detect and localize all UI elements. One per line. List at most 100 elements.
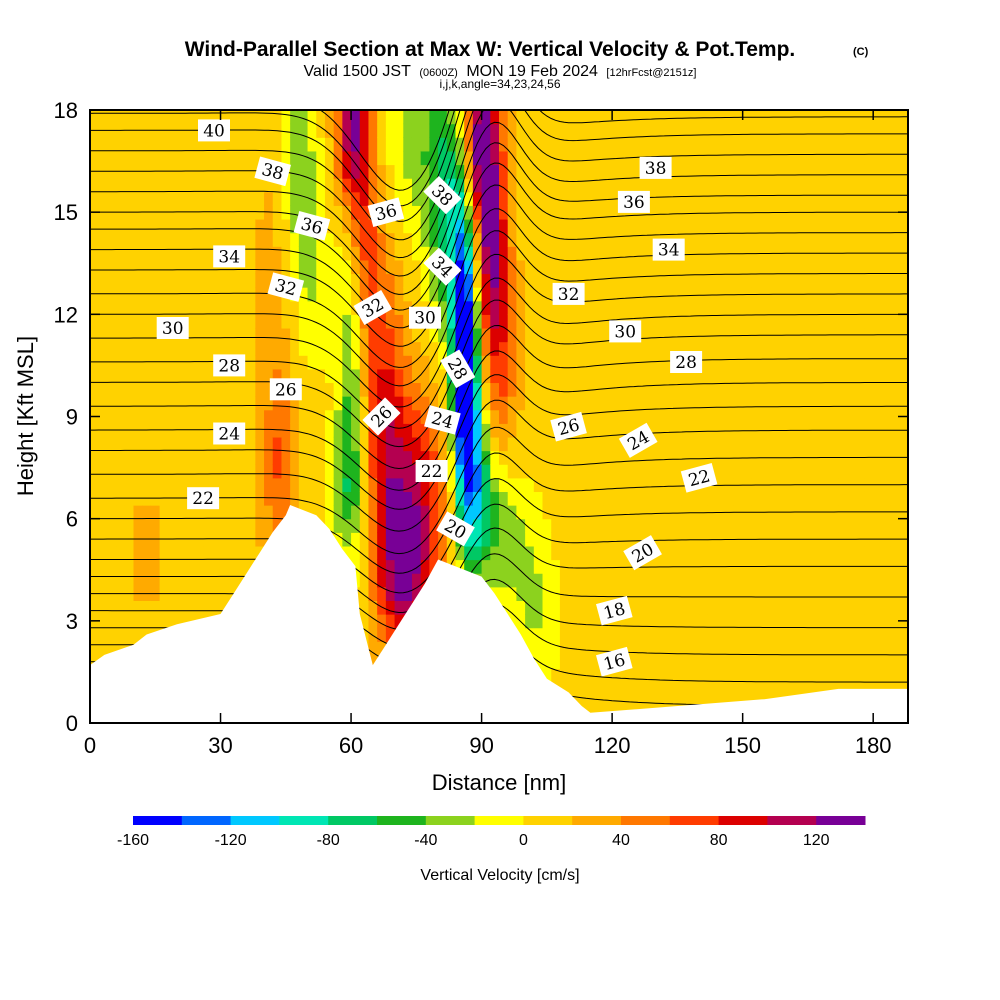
velocity-cell xyxy=(646,178,657,193)
velocity-cell xyxy=(742,178,752,193)
velocity-cell xyxy=(803,273,813,288)
velocity-cell xyxy=(316,205,326,220)
velocity-cell xyxy=(499,300,509,315)
velocity-cell xyxy=(455,178,465,193)
velocity-cell xyxy=(873,355,883,370)
velocity-cell xyxy=(368,532,378,547)
velocity-cell xyxy=(751,341,761,356)
velocity-cell xyxy=(681,178,692,193)
velocity-cell xyxy=(211,573,222,588)
velocity-cell xyxy=(472,505,483,520)
velocity-cell xyxy=(829,586,839,601)
velocity-cell xyxy=(777,600,787,615)
velocity-cell xyxy=(246,477,256,493)
velocity-cell xyxy=(394,246,404,261)
velocity-cell xyxy=(716,614,726,629)
velocity-cell xyxy=(264,191,274,206)
velocity-cell xyxy=(455,300,465,315)
velocity-cell xyxy=(812,191,822,206)
velocity-cell xyxy=(481,150,491,166)
velocity-cell xyxy=(351,110,361,125)
velocity-cell xyxy=(394,464,404,479)
velocity-cell xyxy=(133,246,143,261)
velocity-cell xyxy=(351,423,361,438)
velocity-cell xyxy=(803,368,813,384)
velocity-cell xyxy=(507,164,517,179)
velocity-cell xyxy=(368,273,378,288)
velocity-cell xyxy=(237,314,248,329)
velocity-cell xyxy=(203,382,213,397)
velocity-cell xyxy=(255,205,265,220)
velocity-cell xyxy=(411,218,422,234)
velocity-cell xyxy=(803,627,813,642)
velocity-cell xyxy=(429,436,439,452)
velocity-cell xyxy=(499,110,509,125)
velocity-cell xyxy=(499,178,509,193)
velocity-cell xyxy=(159,259,169,275)
velocity-cell xyxy=(881,382,892,397)
velocity-cell xyxy=(307,137,317,152)
contour-label-text: 34 xyxy=(218,247,240,267)
velocity-cell xyxy=(107,545,117,561)
velocity-cell xyxy=(481,205,491,220)
velocity-cell xyxy=(394,164,404,179)
velocity-cell xyxy=(586,573,596,588)
velocity-cell xyxy=(751,123,761,138)
velocity-cell xyxy=(594,668,605,683)
velocity-cell xyxy=(673,532,683,547)
velocity-cell xyxy=(507,327,517,343)
velocity-cell xyxy=(829,682,839,697)
velocity-cell xyxy=(568,246,578,261)
velocity-cell xyxy=(324,396,335,411)
velocity-cell xyxy=(394,150,404,166)
velocity-cell xyxy=(237,505,248,520)
velocity-cell xyxy=(673,436,683,452)
velocity-cell xyxy=(272,396,283,411)
velocity-cell xyxy=(577,178,587,193)
velocity-cell xyxy=(812,464,822,479)
velocity-cell xyxy=(559,232,570,247)
velocity-cell xyxy=(359,259,370,275)
velocity-cell xyxy=(333,341,343,356)
velocity-cell xyxy=(351,559,361,574)
velocity-cell xyxy=(203,300,213,315)
velocity-cell xyxy=(612,641,622,656)
velocity-cell xyxy=(472,436,483,452)
velocity-cell xyxy=(307,191,317,206)
velocity-cell xyxy=(533,287,544,302)
velocity-cell xyxy=(638,586,648,601)
velocity-cell xyxy=(525,477,535,493)
velocity-cell xyxy=(707,654,718,670)
velocity-cell xyxy=(246,314,256,329)
velocity-cell xyxy=(733,586,744,601)
velocity-cell xyxy=(168,409,178,424)
velocity-cell xyxy=(411,341,422,356)
velocity-cell xyxy=(603,545,613,561)
velocity-cell xyxy=(594,232,605,247)
contour-label: 28 xyxy=(670,351,703,373)
velocity-cell xyxy=(716,246,726,261)
velocity-cell xyxy=(577,436,587,452)
velocity-cell xyxy=(794,600,805,615)
velocity-cell xyxy=(403,559,413,574)
velocity-cell xyxy=(98,218,108,234)
velocity-cell xyxy=(559,477,570,493)
velocity-cell xyxy=(351,436,361,452)
velocity-cell xyxy=(133,559,143,574)
velocity-cell xyxy=(594,218,605,234)
velocity-cell xyxy=(438,137,448,152)
velocity-cell xyxy=(98,259,108,275)
velocity-cell xyxy=(873,641,883,656)
velocity-cell xyxy=(699,205,709,220)
velocity-cell xyxy=(377,627,387,642)
velocity-cell xyxy=(298,150,309,166)
velocity-cell xyxy=(499,586,509,601)
velocity-cell xyxy=(90,246,100,261)
velocity-cell xyxy=(472,477,483,493)
velocity-cell xyxy=(690,368,700,384)
velocity-cell xyxy=(551,532,561,547)
velocity-cell xyxy=(290,178,300,193)
velocity-cell xyxy=(316,464,326,479)
velocity-cell xyxy=(760,382,770,397)
velocity-cell xyxy=(377,505,387,520)
